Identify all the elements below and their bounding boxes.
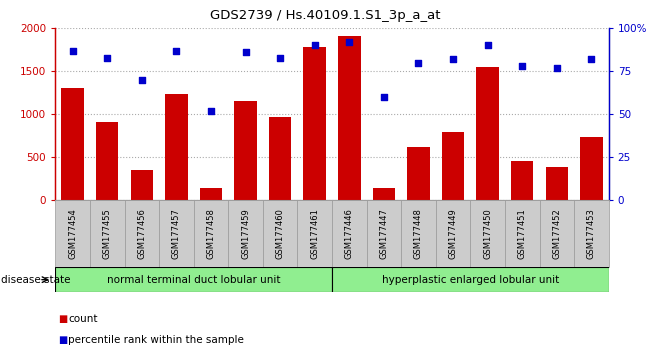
- Point: [413, 60, 424, 65]
- Text: disease state: disease state: [1, 275, 71, 285]
- Bar: [574, 200, 609, 267]
- FancyBboxPatch shape: [55, 267, 332, 292]
- Bar: [401, 200, 436, 267]
- Bar: [338, 36, 361, 200]
- Text: normal terminal duct lobular unit: normal terminal duct lobular unit: [107, 275, 281, 285]
- Text: GSM177452: GSM177452: [552, 208, 561, 259]
- Bar: [505, 200, 540, 267]
- Text: GDS2739 / Hs.40109.1.S1_3p_a_at: GDS2739 / Hs.40109.1.S1_3p_a_at: [210, 9, 441, 22]
- Text: GSM177453: GSM177453: [587, 208, 596, 259]
- Bar: [55, 200, 90, 267]
- Text: GSM177449: GSM177449: [449, 208, 458, 259]
- Text: GSM177451: GSM177451: [518, 208, 527, 259]
- Text: GSM177457: GSM177457: [172, 208, 181, 259]
- Point: [68, 48, 78, 53]
- Point: [171, 48, 182, 53]
- FancyBboxPatch shape: [332, 267, 609, 292]
- Bar: [124, 200, 159, 267]
- Bar: [332, 200, 367, 267]
- Bar: [234, 101, 256, 200]
- Text: GSM177447: GSM177447: [380, 208, 389, 259]
- Text: GSM177454: GSM177454: [68, 208, 77, 259]
- Bar: [61, 88, 84, 200]
- Text: count: count: [68, 314, 98, 324]
- Bar: [540, 200, 574, 267]
- Point: [586, 56, 596, 62]
- Bar: [96, 122, 118, 200]
- Text: GSM177456: GSM177456: [137, 208, 146, 259]
- Bar: [303, 47, 326, 200]
- Point: [482, 43, 493, 48]
- Text: GSM177461: GSM177461: [311, 208, 319, 259]
- Bar: [131, 170, 153, 200]
- Bar: [200, 188, 222, 200]
- Text: percentile rank within the sample: percentile rank within the sample: [68, 335, 244, 345]
- Text: GSM177448: GSM177448: [414, 208, 423, 259]
- Bar: [229, 200, 263, 267]
- Point: [517, 63, 527, 69]
- Text: GSM177450: GSM177450: [483, 208, 492, 259]
- Point: [379, 94, 389, 100]
- Bar: [367, 200, 401, 267]
- Bar: [194, 200, 229, 267]
- Point: [137, 77, 147, 83]
- Bar: [372, 188, 395, 200]
- Bar: [470, 200, 505, 267]
- Bar: [546, 166, 568, 200]
- Text: GSM177446: GSM177446: [345, 208, 353, 259]
- Bar: [263, 200, 298, 267]
- Bar: [269, 117, 292, 200]
- Bar: [159, 200, 194, 267]
- Point: [344, 39, 355, 45]
- Point: [309, 43, 320, 48]
- Text: ■: ■: [59, 335, 68, 345]
- Text: ■: ■: [59, 314, 68, 324]
- Bar: [580, 137, 603, 200]
- Point: [448, 56, 458, 62]
- Point: [206, 108, 216, 114]
- Bar: [90, 200, 124, 267]
- Bar: [442, 132, 464, 200]
- Point: [551, 65, 562, 71]
- Bar: [436, 200, 470, 267]
- Text: GSM177458: GSM177458: [206, 208, 215, 259]
- Bar: [511, 160, 533, 200]
- Bar: [165, 93, 187, 200]
- Text: hyperplastic enlarged lobular unit: hyperplastic enlarged lobular unit: [381, 275, 559, 285]
- Point: [240, 50, 251, 55]
- Text: GSM177459: GSM177459: [241, 208, 250, 259]
- Text: GSM177455: GSM177455: [103, 208, 112, 259]
- Bar: [408, 147, 430, 200]
- Point: [102, 55, 113, 60]
- Point: [275, 55, 285, 60]
- Bar: [298, 200, 332, 267]
- Text: GSM177460: GSM177460: [275, 208, 284, 259]
- Bar: [477, 67, 499, 200]
